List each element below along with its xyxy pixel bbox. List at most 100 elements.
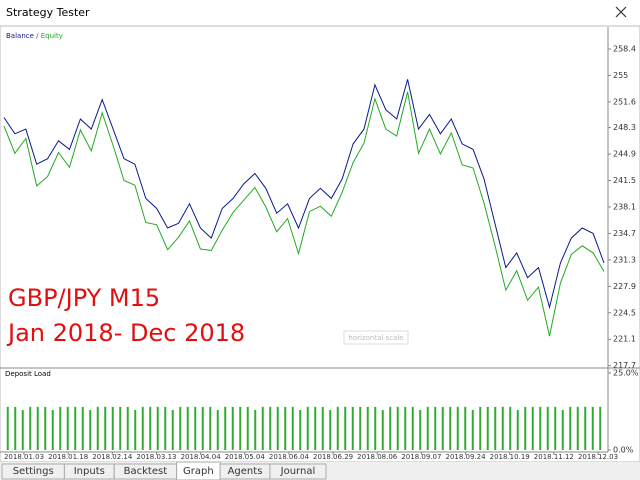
x-tick-label: 2018.09.24 <box>445 453 486 461</box>
bar <box>516 409 519 450</box>
bar <box>194 406 197 450</box>
x-tick-label: 2018.11.12 <box>534 453 574 461</box>
bar <box>404 406 407 450</box>
legend-equity: Equity <box>41 32 63 40</box>
tab[interactable] <box>269 463 327 480</box>
tab-label[interactable]: Settings <box>13 466 54 477</box>
bar <box>434 406 437 450</box>
bar <box>239 406 242 450</box>
bar <box>494 406 497 450</box>
tab-label[interactable]: Agents <box>228 466 263 477</box>
bar <box>216 409 219 450</box>
tab-label[interactable]: Backtest <box>124 466 168 477</box>
bar <box>284 406 287 450</box>
bar <box>531 406 534 450</box>
bar <box>276 406 279 450</box>
bar <box>261 406 264 450</box>
bar <box>374 406 377 450</box>
x-tick-label: 2018.08.06 <box>357 453 398 461</box>
bar <box>126 406 129 450</box>
x-tick-label: 2018.04.04 <box>181 453 222 461</box>
x-tick-label: 2018.05.04 <box>225 453 266 461</box>
bar <box>576 406 579 450</box>
bar <box>111 406 114 450</box>
bar <box>36 406 39 450</box>
bar <box>441 406 444 450</box>
scale-hint-box <box>343 330 409 345</box>
bar <box>141 406 144 450</box>
y-tick-label: 224.5 <box>613 308 636 317</box>
bar <box>81 406 84 450</box>
window-title: Strategy Tester <box>6 6 90 19</box>
bar <box>171 409 174 450</box>
bar <box>546 406 549 450</box>
x-tick-label: 2018.01.18 <box>48 453 88 461</box>
bar <box>59 406 62 450</box>
bar <box>96 406 99 450</box>
x-tick-label: 2018.01.03 <box>4 453 44 461</box>
close-button[interactable] <box>615 6 627 18</box>
bar <box>44 406 47 450</box>
bar <box>246 406 249 450</box>
y-tick-label: 227.9 <box>613 282 636 291</box>
bar <box>14 406 17 450</box>
bar <box>134 409 137 450</box>
bar <box>509 406 512 450</box>
graph-frame <box>0 25 640 463</box>
bar <box>411 406 414 450</box>
bar <box>186 406 189 450</box>
x-tick-label: 2018.03.13 <box>136 453 176 461</box>
bar <box>561 409 564 450</box>
bar <box>464 406 467 450</box>
bar <box>599 406 602 450</box>
y-tick-label: 231.3 <box>613 255 636 264</box>
series-line <box>3 91 605 337</box>
bar <box>471 409 474 450</box>
bar <box>74 406 77 450</box>
bar <box>479 406 482 450</box>
bar <box>524 406 527 450</box>
bar <box>299 409 302 450</box>
tab-label[interactable]: Graph <box>183 466 214 477</box>
bar <box>254 409 257 450</box>
bar <box>329 409 332 450</box>
bar <box>164 406 167 450</box>
bar <box>336 406 339 450</box>
x-tick-label: 2018.09.07 <box>401 453 441 461</box>
y-tick-label: 0.0% <box>613 446 634 455</box>
bar <box>21 409 24 450</box>
y-tick-label: 251.6 <box>613 97 636 106</box>
x-tick-label: 2018.06.04 <box>269 453 310 461</box>
y-tick-label: 25.0% <box>613 369 639 378</box>
bar <box>501 406 504 450</box>
bar <box>179 406 182 450</box>
bar <box>539 406 542 450</box>
scale-hint: horizontal scale <box>348 334 403 342</box>
y-tick-label: 241.5 <box>613 176 636 185</box>
y-tick-label: 234.7 <box>613 229 636 238</box>
bar <box>584 406 587 450</box>
series-line <box>3 79 605 310</box>
bar <box>156 406 159 450</box>
bar <box>359 406 362 450</box>
bar <box>291 406 294 450</box>
x-tick-label: 2018.02.14 <box>92 453 133 461</box>
bar <box>231 406 234 450</box>
bar <box>569 406 572 450</box>
bar <box>66 406 69 450</box>
tab-label[interactable]: Inputs <box>74 466 105 477</box>
bar <box>224 406 227 450</box>
legend-separator: / <box>34 32 41 40</box>
bar <box>104 406 107 450</box>
y-tick-label: 238.1 <box>613 202 636 211</box>
tab-label[interactable]: Journal <box>280 466 316 477</box>
y-tick-label: 258.4 <box>613 45 636 54</box>
bar <box>486 406 489 450</box>
bar <box>426 406 429 450</box>
bar <box>149 406 152 450</box>
overlay-symbol: GBP/JPY M15 <box>8 284 160 312</box>
bar <box>351 406 354 450</box>
bar <box>119 406 122 450</box>
legend-balance: Balance <box>6 32 34 40</box>
